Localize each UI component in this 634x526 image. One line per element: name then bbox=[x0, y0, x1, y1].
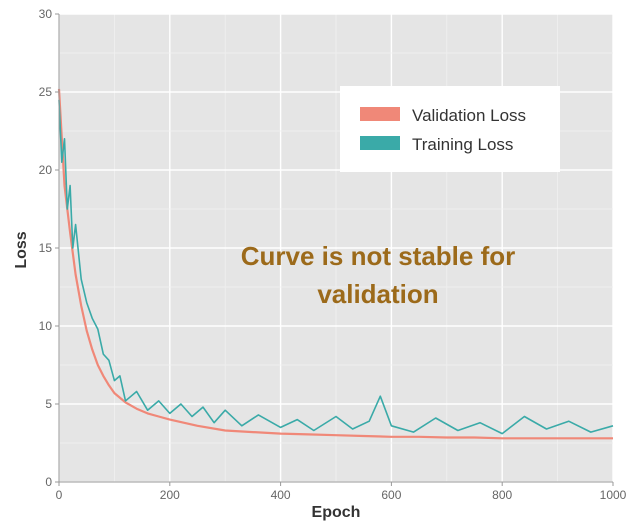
y-tick-label: 5 bbox=[45, 397, 52, 411]
legend-box bbox=[340, 86, 560, 172]
x-tick-label: 800 bbox=[492, 488, 512, 502]
series-line-validation-loss bbox=[57, 88, 613, 440]
y-ticks: 0 5 10 15 20 25 30 bbox=[39, 7, 59, 489]
legend-label-validation: Validation Loss bbox=[412, 106, 526, 125]
y-tick-label: 10 bbox=[39, 319, 53, 333]
x-tick-label: 1000 bbox=[600, 488, 627, 502]
x-ticks: 0 200 400 600 800 1000 bbox=[56, 482, 627, 502]
y-tick-label: 30 bbox=[39, 7, 53, 21]
x-axis-title: Epoch bbox=[312, 504, 361, 521]
x-tick-label: 0 bbox=[56, 488, 63, 502]
y-tick-label: 15 bbox=[39, 241, 53, 255]
y-axis-title: Loss bbox=[13, 231, 30, 268]
x-tick-label: 400 bbox=[271, 488, 291, 502]
y-tick-label: 25 bbox=[39, 85, 53, 99]
annotation-line-2: validation bbox=[317, 279, 438, 309]
legend-swatch-training bbox=[360, 136, 400, 150]
y-tick-label: 20 bbox=[39, 163, 53, 177]
x-tick-label: 600 bbox=[381, 488, 401, 502]
x-tick-label: 200 bbox=[160, 488, 180, 502]
series-line-training-loss bbox=[58, 99, 614, 435]
legend-swatch-validation bbox=[360, 107, 400, 121]
legend-label-training: Training Loss bbox=[412, 135, 513, 154]
annotation-line-1: Curve is not stable for bbox=[241, 241, 516, 271]
series-lines bbox=[57, 88, 614, 440]
y-tick-label: 0 bbox=[45, 475, 52, 489]
legend: Validation Loss Training Loss bbox=[340, 86, 560, 172]
